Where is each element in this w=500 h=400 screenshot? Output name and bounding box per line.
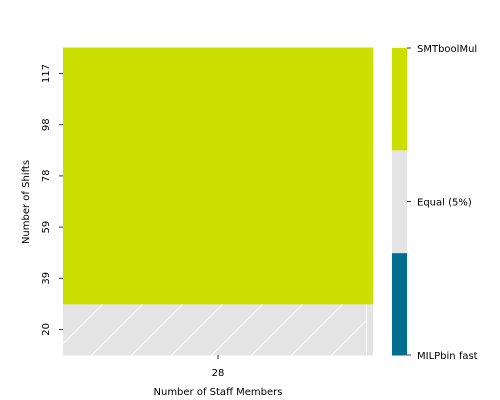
y-tick-label-78: 78 [41,170,52,183]
heatmap-cell-20 [63,303,373,356]
hatch-line [291,304,344,356]
y-tick-label-98: 98 [41,118,52,131]
heatmap-cell-117 [63,47,373,100]
heatmap-cell-98 [63,98,373,151]
axis-ticks: 20 39 59 78 98 117 28 [41,64,224,379]
colorbar: MILPbin fast Equal (5%) SMTboolMul [392,44,478,362]
hatch-line [63,304,64,305]
hatch-overlay [63,304,463,356]
hatch-line [131,304,184,356]
colorbar-label-2: SMTboolMul [417,44,477,55]
y-tick-label-117: 117 [41,64,52,83]
y-tick-label-39: 39 [41,272,52,285]
heatmap-cell-59 [63,201,373,254]
colorbar-segment-0 [392,252,407,356]
y-tick-label-59: 59 [41,221,52,234]
hatch-line [211,304,264,356]
colorbar-segment-2 [392,48,407,151]
hatch-line [251,304,304,356]
heatmap-cells [63,47,373,356]
colorbar-segment-1 [392,150,407,254]
y-tick-label-20: 20 [41,323,52,336]
hatch-line [63,304,104,345]
y-axis-label: Number of Shifts [21,160,32,244]
hatch-line [331,319,367,356]
hatch-line [412,304,463,355]
colorbar-label-1: Equal (5%) [417,198,472,209]
hatch-line [91,304,144,356]
x-axis-label: Number of Staff Members [154,387,283,398]
heatmap-cell-78 [63,149,373,202]
x-tick-label-28: 28 [212,368,225,379]
hatch-line [171,304,224,356]
heatmap-cell-39 [63,252,373,305]
colorbar-label-0: MILPbin fast [417,351,478,362]
